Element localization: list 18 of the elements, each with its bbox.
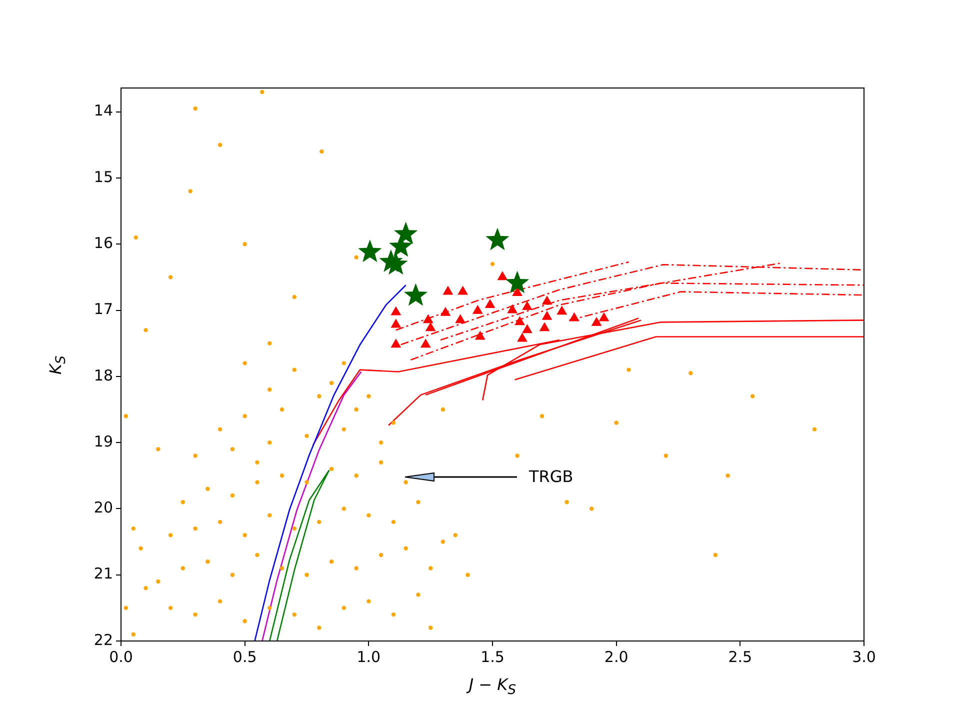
y-tick-label: 20 xyxy=(94,498,113,517)
y-tick-label: 21 xyxy=(94,564,113,583)
x-tick-label: 0.5 xyxy=(232,648,257,666)
x-tick-label: 0.0 xyxy=(109,648,133,666)
x-tick-label: 1.5 xyxy=(480,648,504,666)
y-tick-label: 15 xyxy=(94,168,113,186)
y-tick-label: 18 xyxy=(94,366,113,384)
x-axis-title: J − K$_{S}$ xyxy=(465,675,518,698)
y-tick-label: 16 xyxy=(94,234,113,252)
annotation: TRGB xyxy=(529,467,574,486)
y-tick-label: 19 xyxy=(94,432,113,450)
y-tick-label: 14 xyxy=(94,102,113,120)
y-tick-label: 17 xyxy=(94,300,113,318)
x-tick-label: 3.0 xyxy=(852,648,876,666)
y-tick-label: 22 xyxy=(94,630,113,649)
x-tick-label: 1.0 xyxy=(356,648,381,666)
x-tick-label: 2.5 xyxy=(728,648,752,666)
x-tick-label: 2.0 xyxy=(604,648,628,666)
